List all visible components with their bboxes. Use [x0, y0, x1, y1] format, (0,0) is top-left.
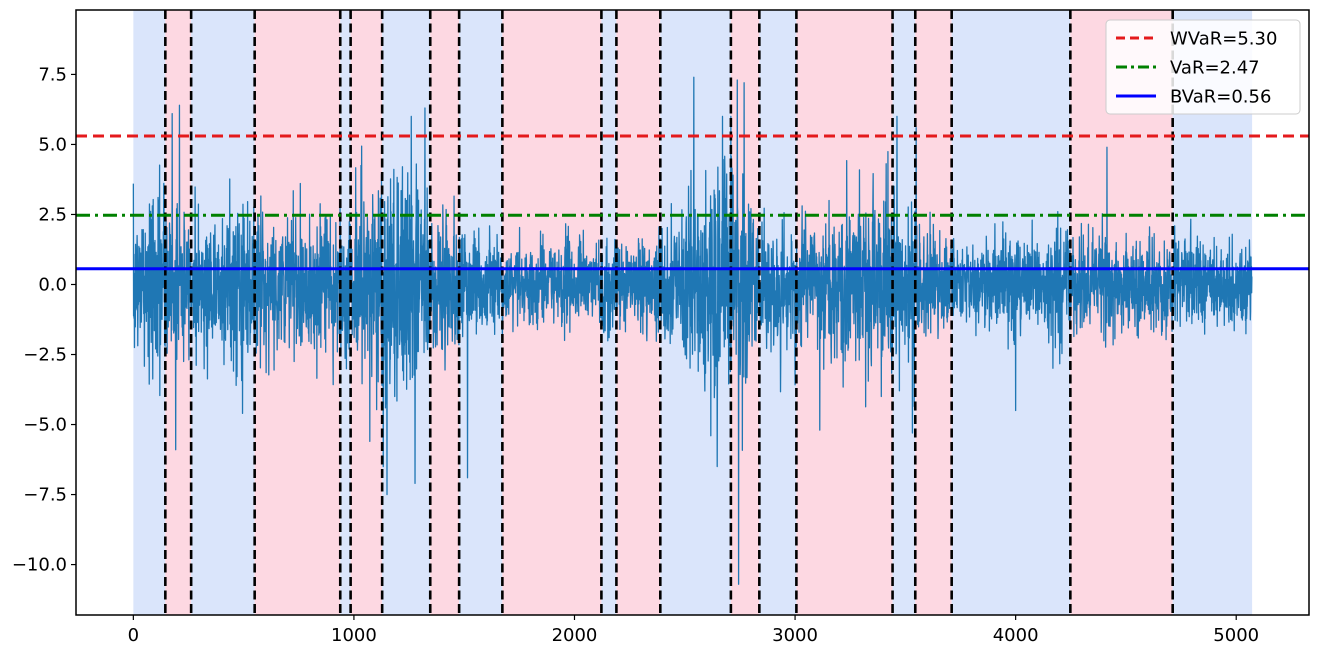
threshold-lines [76, 134, 1309, 271]
y-tick-label: 0.0 [38, 274, 67, 295]
y-tick-label: −2.5 [23, 345, 67, 366]
y-tick-label: −7.5 [23, 485, 67, 506]
x-tick-label: 5000 [1213, 625, 1259, 646]
regime-band-low [892, 10, 916, 615]
regime-band-high [502, 10, 602, 615]
x-tick-label: 2000 [552, 625, 598, 646]
x-tick-label: 4000 [993, 625, 1039, 646]
plot-frame [75, 9, 1310, 616]
x-tick-label: 0 [128, 625, 139, 646]
change-point-lines [164, 10, 1174, 615]
x-axis: 0 1000 2000 3000 4000 5000 [128, 615, 1259, 646]
legend: WVaR=5.30 VaR=2.47 BVaR=0.56 [1105, 19, 1301, 115]
x-tick-label: 3000 [772, 625, 818, 646]
y-tick-label: 2.5 [38, 204, 67, 225]
y-axis: −10.0 −7.5 −5.0 −2.5 0.0 2.5 5.0 7.5 [12, 64, 76, 576]
y-tick-label: −5.0 [23, 415, 67, 436]
x-tick-label: 1000 [331, 625, 377, 646]
y-tick-label: 5.0 [38, 134, 67, 155]
legend-label: BVaR=0.56 [1170, 87, 1271, 108]
series-line [132, 76, 1253, 585]
y-tick-label: 7.5 [38, 64, 67, 85]
return-series [132, 76, 1253, 585]
legend-label: WVaR=5.30 [1170, 29, 1277, 50]
legend-box [1105, 19, 1301, 115]
legend-label: VaR=2.47 [1170, 58, 1260, 79]
y-tick-label: −10.0 [12, 555, 67, 576]
